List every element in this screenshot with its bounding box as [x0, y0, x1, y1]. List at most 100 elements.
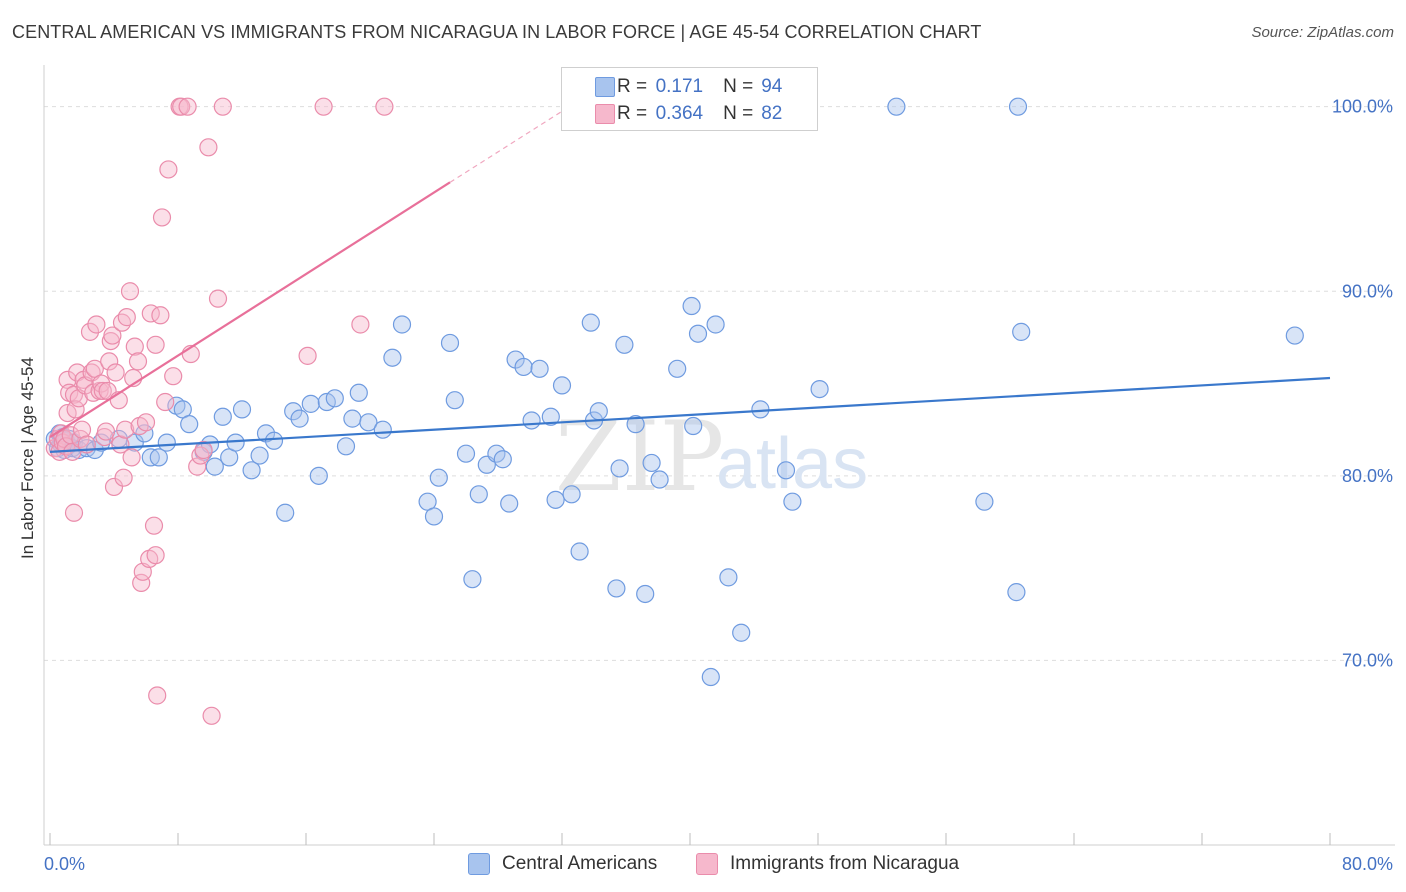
- point-nicaragua: [66, 400, 85, 419]
- point-nicaragua: [202, 706, 221, 725]
- point-central-americans: [522, 411, 541, 430]
- r-value: 0.364: [655, 103, 704, 124]
- y-tick-label: 80.0%: [1342, 466, 1393, 486]
- y-tick-label: 90.0%: [1342, 281, 1393, 301]
- trend-line-nicaragua-extension: [449, 100, 579, 183]
- legend-swatch-blue: [468, 853, 490, 875]
- point-central-americans: [157, 433, 176, 452]
- n-value: 82: [761, 103, 783, 124]
- point-central-americans: [615, 335, 634, 354]
- point-central-americans: [445, 391, 464, 410]
- point-nicaragua: [151, 306, 170, 325]
- point-central-americans: [180, 415, 199, 434]
- point-central-americans: [469, 485, 488, 504]
- point-central-americans: [975, 492, 994, 511]
- point-central-americans: [424, 507, 444, 526]
- point-central-americans: [1007, 583, 1026, 602]
- point-nicaragua: [146, 546, 165, 565]
- point-central-americans: [343, 409, 362, 428]
- r-label: R =: [617, 103, 648, 124]
- point-central-americans: [276, 503, 295, 522]
- point-central-americans: [562, 485, 581, 504]
- point-central-americans: [810, 379, 829, 399]
- point-nicaragua: [213, 97, 232, 116]
- stats-legend-box: R = 0.171 N = 94 R = 0.364 N = 82: [561, 67, 818, 131]
- point-central-americans: [610, 459, 629, 478]
- y-axis-title: In Labor Force | Age 45-54: [18, 357, 37, 559]
- point-nicaragua: [106, 363, 125, 382]
- point-central-americans: [642, 453, 661, 473]
- legend-item-nicaragua: Immigrants from Nicaragua: [696, 851, 959, 877]
- point-nicaragua: [298, 346, 317, 365]
- legend-label: Immigrants from Nicaragua: [730, 853, 960, 874]
- point-nicaragua: [80, 322, 100, 341]
- chart-source: Source: ZipAtlas.com: [1251, 24, 1394, 41]
- point-nicaragua: [314, 97, 333, 116]
- legend-label: Central Americans: [502, 853, 658, 874]
- point-nicaragua: [104, 477, 124, 497]
- point-central-americans: [264, 431, 284, 450]
- point-nicaragua: [146, 335, 165, 354]
- point-central-americans: [301, 394, 320, 413]
- point-central-americans: [684, 416, 703, 436]
- point-nicaragua: [112, 313, 132, 332]
- point-central-americans: [440, 333, 460, 353]
- point-nicaragua: [351, 315, 370, 334]
- point-central-americans: [309, 466, 328, 485]
- point-central-americans: [682, 296, 701, 316]
- trend-lines: [49, 100, 1331, 453]
- point-central-americans: [701, 667, 720, 687]
- point-central-americans: [92, 433, 111, 452]
- point-nicaragua: [208, 289, 228, 308]
- tick-labels: 70.0% 80.0% 90.0% 100.0% 0.0% 80.0% In Labor F…: [18, 97, 1393, 874]
- point-nicaragua: [92, 374, 111, 393]
- legend-item-central-americans: Central Americans: [468, 851, 657, 877]
- point-central-americans: [1285, 326, 1304, 345]
- point-central-americans: [626, 415, 645, 434]
- point-central-americans: [570, 542, 589, 561]
- point-nicaragua: [199, 138, 218, 157]
- point-nicaragua: [191, 446, 210, 465]
- n-label: N =: [723, 103, 754, 124]
- point-central-americans: [349, 383, 368, 402]
- point-central-americans: [463, 570, 482, 589]
- point-nicaragua: [144, 516, 164, 535]
- point-central-americans: [359, 413, 378, 432]
- point-nicaragua: [103, 326, 122, 345]
- x-tick-label: 80.0%: [1342, 854, 1393, 874]
- point-central-americans: [392, 315, 412, 334]
- point-nicaragua: [159, 160, 178, 179]
- gridlines: [44, 106, 1390, 661]
- point-central-americans: [250, 446, 269, 465]
- point-nicaragua: [188, 457, 207, 476]
- point-central-americans: [552, 376, 572, 395]
- point-central-americans: [232, 400, 252, 419]
- point-nicaragua: [128, 352, 148, 371]
- point-central-americans: [429, 468, 448, 487]
- scatter-points: [45, 97, 1304, 725]
- point-central-americans: [776, 461, 796, 480]
- point-central-americans: [456, 444, 476, 463]
- point-central-americans: [607, 579, 626, 598]
- point-central-americans: [688, 324, 708, 343]
- point-nicaragua: [375, 97, 394, 116]
- point-central-americans: [284, 402, 303, 421]
- point-nicaragua: [87, 315, 106, 334]
- point-nicaragua: [117, 308, 136, 327]
- point-central-americans: [500, 494, 519, 513]
- n-label: N =: [723, 76, 754, 97]
- point-central-americans: [783, 492, 802, 511]
- r-value: 0.171: [655, 76, 704, 97]
- point-nicaragua: [93, 381, 112, 401]
- point-central-americans: [1012, 322, 1031, 341]
- point-nicaragua: [68, 363, 87, 382]
- point-nicaragua: [116, 420, 135, 439]
- point-central-americans: [589, 402, 608, 421]
- point-central-americans: [668, 359, 687, 378]
- point-nicaragua: [122, 448, 141, 467]
- point-central-americans: [325, 389, 344, 408]
- point-nicaragua: [172, 97, 191, 116]
- point-central-americans: [336, 437, 356, 456]
- point-central-americans: [226, 433, 245, 452]
